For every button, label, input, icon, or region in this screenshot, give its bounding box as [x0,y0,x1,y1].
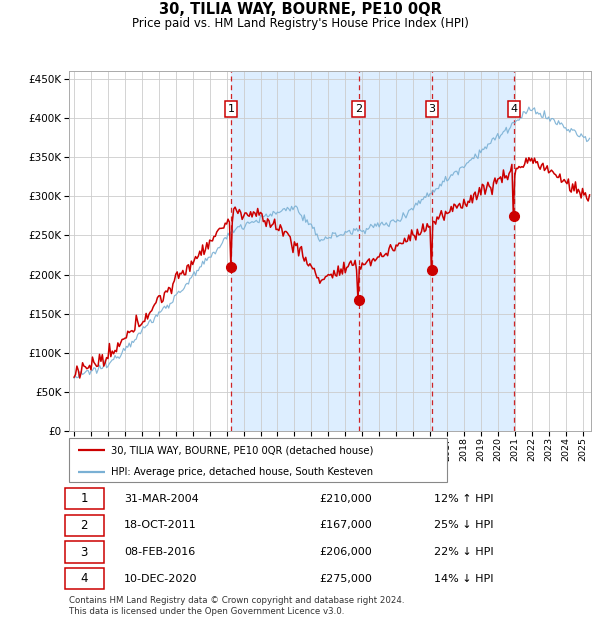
FancyBboxPatch shape [65,488,104,510]
Text: 14% ↓ HPI: 14% ↓ HPI [434,574,494,584]
Text: Contains HM Land Registry data © Crown copyright and database right 2024.
This d: Contains HM Land Registry data © Crown c… [69,596,404,616]
Text: 1: 1 [80,492,88,505]
Text: 18-OCT-2011: 18-OCT-2011 [124,520,197,531]
Text: £206,000: £206,000 [320,547,373,557]
Text: 12% ↑ HPI: 12% ↑ HPI [434,494,494,504]
Text: £210,000: £210,000 [320,494,373,504]
Text: 08-FEB-2016: 08-FEB-2016 [124,547,195,557]
Bar [231,71,514,431]
Text: 31-MAR-2004: 31-MAR-2004 [124,494,199,504]
FancyBboxPatch shape [65,541,104,563]
Text: 3: 3 [80,546,88,559]
FancyBboxPatch shape [65,515,104,536]
Text: HPI: Average price, detached house, South Kesteven: HPI: Average price, detached house, Sout… [110,467,373,477]
Text: 30, TILIA WAY, BOURNE, PE10 0QR (detached house): 30, TILIA WAY, BOURNE, PE10 0QR (detache… [110,445,373,455]
FancyBboxPatch shape [65,568,104,590]
Text: 10-DEC-2020: 10-DEC-2020 [124,574,197,584]
Text: 25% ↓ HPI: 25% ↓ HPI [434,520,494,531]
FancyBboxPatch shape [69,438,447,482]
Text: 2: 2 [80,519,88,532]
Text: 30, TILIA WAY, BOURNE, PE10 0QR: 30, TILIA WAY, BOURNE, PE10 0QR [158,2,442,17]
Text: £167,000: £167,000 [320,520,373,531]
Text: 4: 4 [511,104,517,114]
Text: 1: 1 [227,104,235,114]
Text: 2: 2 [355,104,362,114]
Text: 3: 3 [428,104,436,114]
Text: 4: 4 [80,572,88,585]
Text: Price paid vs. HM Land Registry's House Price Index (HPI): Price paid vs. HM Land Registry's House … [131,17,469,30]
Text: £275,000: £275,000 [320,574,373,584]
Text: 22% ↓ HPI: 22% ↓ HPI [434,547,494,557]
